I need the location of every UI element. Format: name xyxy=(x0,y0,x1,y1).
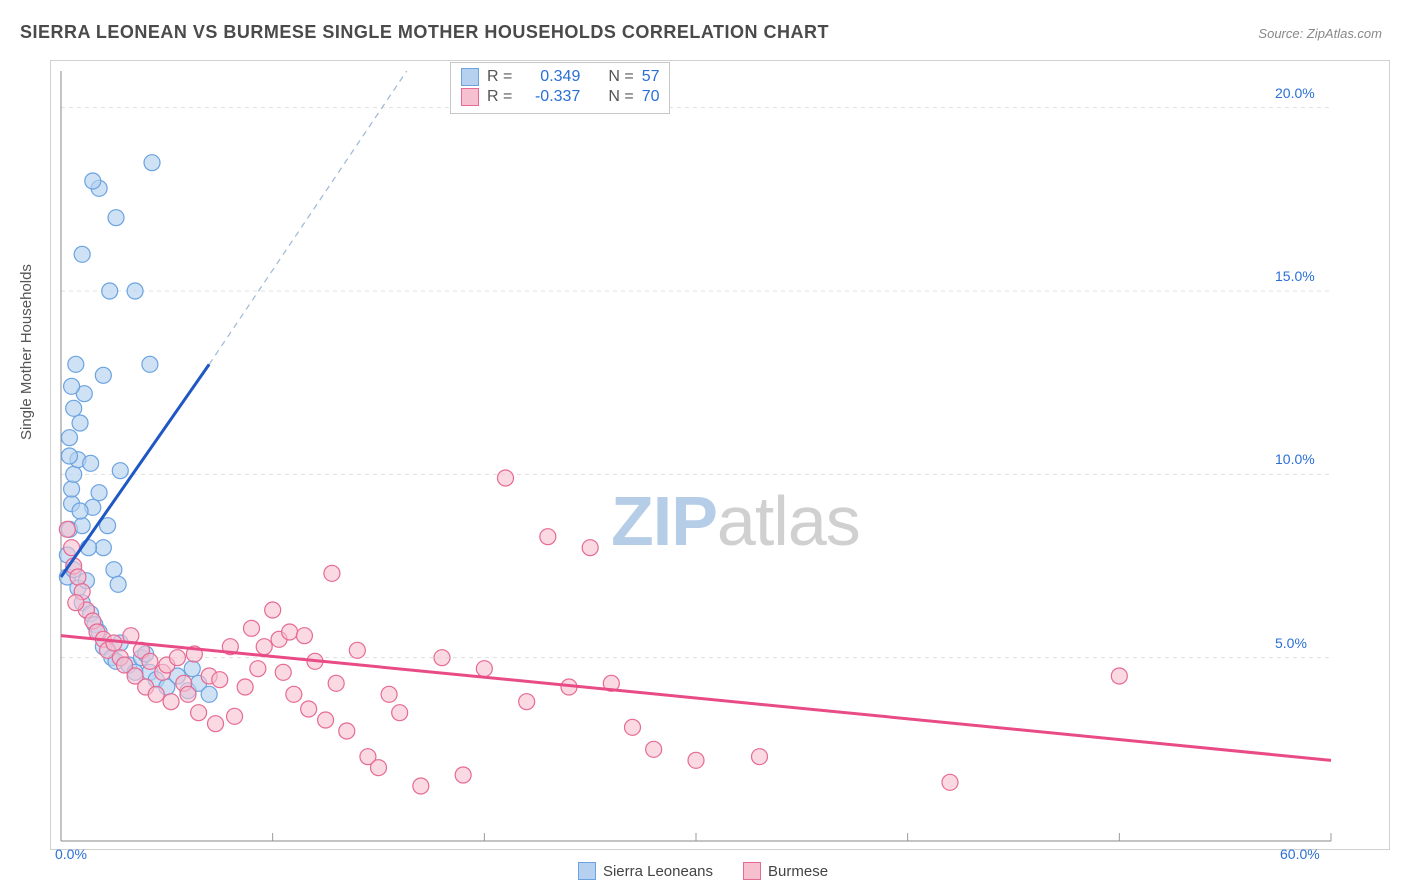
stat-r-label: R = xyxy=(487,88,512,106)
source-attribution: Source: ZipAtlas.com xyxy=(1258,26,1382,41)
y-tick-label: 10.0% xyxy=(1275,451,1315,467)
legend-label-burmese: Burmese xyxy=(768,863,828,880)
stat-r-value-sierra: 0.349 xyxy=(520,68,580,86)
legend-item-sierra: Sierra Leoneans xyxy=(578,862,713,880)
legend-swatch-burmese xyxy=(743,862,761,880)
stat-n-label: N = xyxy=(608,88,633,106)
source-name: ZipAtlas.com xyxy=(1307,26,1382,41)
correlation-stat-box: R = 0.349 N = 57 R = -0.337 N = 70 xyxy=(450,62,670,114)
stat-swatch-burmese xyxy=(461,88,479,106)
legend: Sierra Leoneans Burmese xyxy=(0,862,1406,880)
chart-title: SIERRA LEONEAN VS BURMESE SINGLE MOTHER … xyxy=(20,22,829,43)
legend-item-burmese: Burmese xyxy=(743,862,828,880)
stat-row-sierra: R = 0.349 N = 57 xyxy=(461,67,659,87)
legend-label-sierra: Sierra Leoneans xyxy=(603,863,713,880)
x-tick-min: 0.0% xyxy=(55,846,87,862)
stat-r-label: R = xyxy=(487,68,512,86)
legend-swatch-sierra xyxy=(578,862,596,880)
chart-area: ZIPatlas xyxy=(50,60,1390,850)
y-tick-label: 15.0% xyxy=(1275,268,1315,284)
stat-row-burmese: R = -0.337 N = 70 xyxy=(461,87,659,107)
y-axis-label: Single Mother Households xyxy=(18,264,35,440)
y-tick-label: 20.0% xyxy=(1275,85,1315,101)
source-label: Source: xyxy=(1258,26,1303,41)
stat-n-value-sierra: 57 xyxy=(642,68,660,86)
stat-n-label: N = xyxy=(608,68,633,86)
x-tick-max: 60.0% xyxy=(1280,846,1320,862)
y-tick-label: 5.0% xyxy=(1275,635,1307,651)
stat-r-value-burmese: -0.337 xyxy=(520,88,580,106)
stat-swatch-sierra xyxy=(461,68,479,86)
scatter-chart-svg xyxy=(51,61,1389,849)
stat-n-value-burmese: 70 xyxy=(642,88,660,106)
